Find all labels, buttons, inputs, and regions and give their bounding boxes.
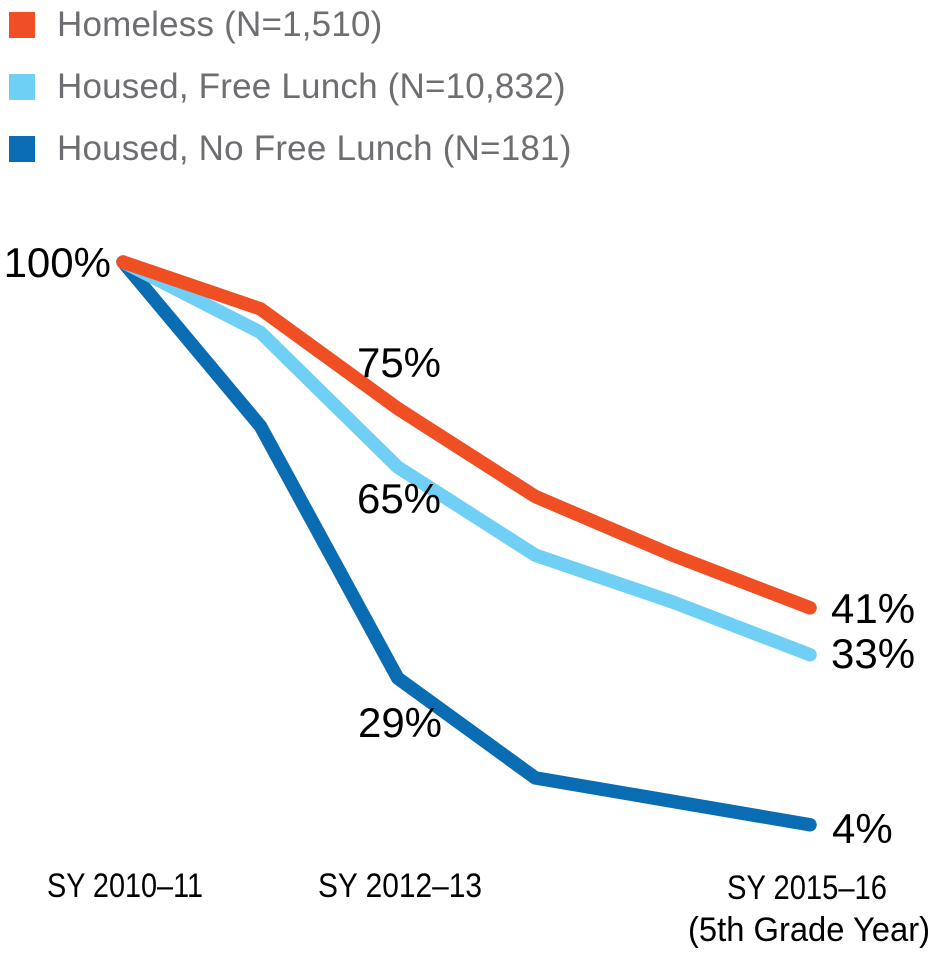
legend-item-housed-no-free-lunch: Housed, No Free Lunch (N=181)	[9, 129, 572, 168]
legend-swatch-housed-free-lunch	[9, 74, 35, 100]
value-label-free-lunch-33: 33%	[831, 630, 915, 677]
legend-item-homeless: Homeless (N=1,510)	[9, 5, 572, 44]
series-line-housed-no-free-lunch	[116, 255, 817, 832]
value-label-start-100: 100%	[4, 239, 111, 286]
value-label-homeless-41: 41%	[831, 585, 915, 632]
x-tick-sy-2015-16: SY 2015–16	[727, 869, 887, 907]
legend-label-homeless: Homeless (N=1,510)	[57, 5, 383, 44]
series-line-housed-free-lunch	[116, 255, 817, 662]
x-tick-sy-2010-11: SY 2010–11	[47, 867, 203, 905]
legend-label-housed-free-lunch: Housed, Free Lunch (N=10,832)	[57, 67, 566, 106]
legend-swatch-housed-no-free-lunch	[9, 136, 35, 162]
legend-item-housed-free-lunch: Housed, Free Lunch (N=10,832)	[9, 67, 572, 106]
legend: Homeless (N=1,510) Housed, Free Lunch (N…	[9, 5, 572, 193]
value-label-homeless-75: 75%	[357, 339, 441, 386]
x-tick-sy-2012-13: SY 2012–13	[318, 867, 482, 905]
x-tick-5th-grade-year: (5th Grade Year)	[688, 911, 930, 949]
value-label-no-free-lunch-29: 29%	[358, 699, 442, 746]
chart-lines	[116, 255, 817, 832]
legend-swatch-homeless	[9, 12, 35, 38]
value-label-free-lunch-65: 65%	[357, 475, 441, 522]
series-line-homeless	[116, 255, 817, 615]
value-label-no-free-lunch-4: 4%	[832, 805, 893, 852]
legend-label-housed-no-free-lunch: Housed, No Free Lunch (N=181)	[57, 129, 572, 168]
